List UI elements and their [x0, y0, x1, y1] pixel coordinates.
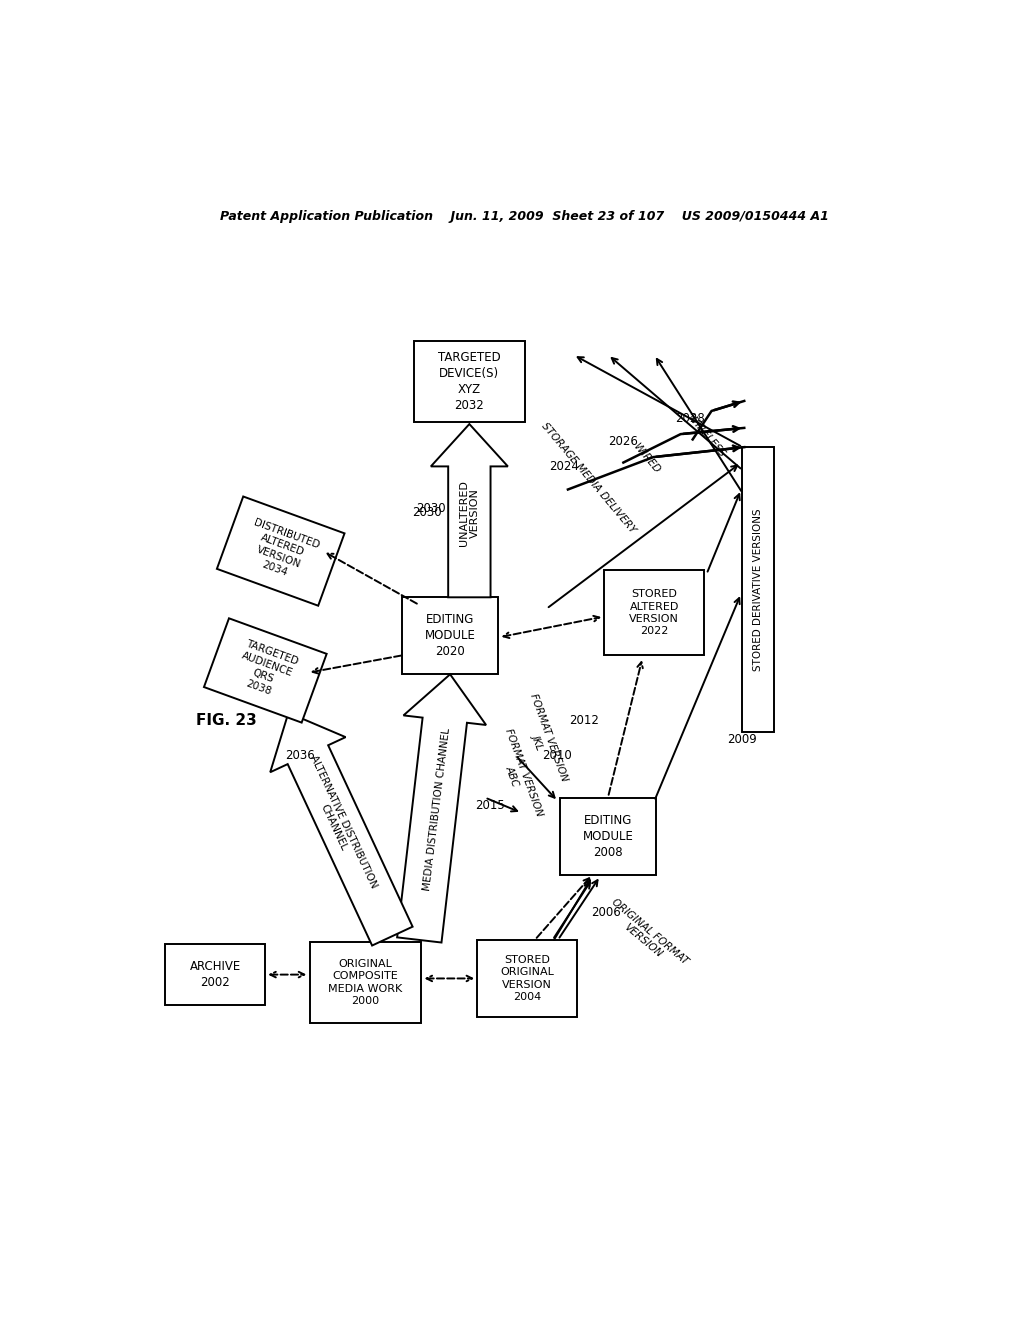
Text: TARGETED
AUDIENCE
QRS
2038: TARGETED AUDIENCE QRS 2038: [231, 639, 299, 702]
Bar: [414, 342, 525, 422]
Bar: [165, 944, 265, 1006]
Text: EDITING
MODULE
2020: EDITING MODULE 2020: [425, 614, 475, 659]
Polygon shape: [204, 618, 327, 722]
Text: STORED DERIVATIVE VERSIONS: STORED DERIVATIVE VERSIONS: [753, 508, 763, 671]
Text: 2030: 2030: [416, 502, 445, 515]
Text: ORIGINAL FORMAT
VERSION: ORIGINAL FORMAT VERSION: [602, 896, 690, 975]
Text: 2030: 2030: [413, 506, 441, 519]
Text: 2015: 2015: [475, 799, 505, 812]
Text: 2024: 2024: [549, 459, 579, 473]
Text: ALTERNATIVE DISTRIBUTION
CHANNEL: ALTERNATIVE DISTRIBUTION CHANNEL: [298, 754, 379, 895]
Polygon shape: [270, 713, 413, 945]
Text: STORED
ALTERED
VERSION
2022: STORED ALTERED VERSION 2022: [629, 589, 679, 636]
Text: STORAGE MEDIA DELIVERY: STORAGE MEDIA DELIVERY: [540, 421, 638, 535]
Polygon shape: [217, 496, 344, 606]
Text: 2036: 2036: [285, 748, 314, 762]
Text: 2006: 2006: [592, 907, 622, 920]
Text: 2026: 2026: [608, 436, 638, 449]
Text: Patent Application Publication    Jun. 11, 2009  Sheet 23 of 107    US 2009/0150: Patent Application Publication Jun. 11, …: [220, 210, 829, 223]
Bar: [309, 942, 421, 1023]
Bar: [560, 797, 656, 875]
Text: 2012: 2012: [568, 714, 599, 727]
Bar: [742, 447, 774, 733]
Text: EDITING
MODULE
2008: EDITING MODULE 2008: [583, 813, 634, 858]
Text: DISTRIBUTED
ALTERED
VERSION
2034: DISTRIBUTED ALTERED VERSION 2034: [240, 517, 322, 585]
Text: WIRELESS: WIRELESS: [686, 412, 727, 459]
Text: STORED
ORIGINAL
VERSION
2004: STORED ORIGINAL VERSION 2004: [500, 954, 554, 1002]
Text: FORMAT VERSION
JKL: FORMAT VERSION JKL: [517, 693, 569, 787]
Text: ORIGINAL
COMPOSITE
MEDIA WORK
2000: ORIGINAL COMPOSITE MEDIA WORK 2000: [329, 958, 402, 1006]
Text: 2010: 2010: [542, 748, 571, 762]
Bar: [402, 597, 499, 675]
Bar: [477, 940, 578, 1016]
Text: ARCHIVE
2002: ARCHIVE 2002: [189, 960, 241, 989]
Bar: [604, 570, 705, 655]
Text: TARGETED
DEVICE(S)
XYZ
2032: TARGETED DEVICE(S) XYZ 2032: [438, 351, 501, 412]
Text: UNALTERED
VERSION: UNALTERED VERSION: [459, 479, 480, 545]
Text: FIG. 23: FIG. 23: [196, 713, 257, 729]
Text: WIRED: WIRED: [632, 442, 662, 475]
Text: MEDIA DISTRIBUTION CHANNEL: MEDIA DISTRIBUTION CHANNEL: [422, 727, 452, 891]
Polygon shape: [397, 675, 486, 942]
Text: FORMAT VERSION
ABC: FORMAT VERSION ABC: [492, 727, 544, 821]
Text: 2009: 2009: [727, 733, 757, 746]
Polygon shape: [431, 424, 508, 598]
Text: 2028: 2028: [675, 412, 705, 425]
